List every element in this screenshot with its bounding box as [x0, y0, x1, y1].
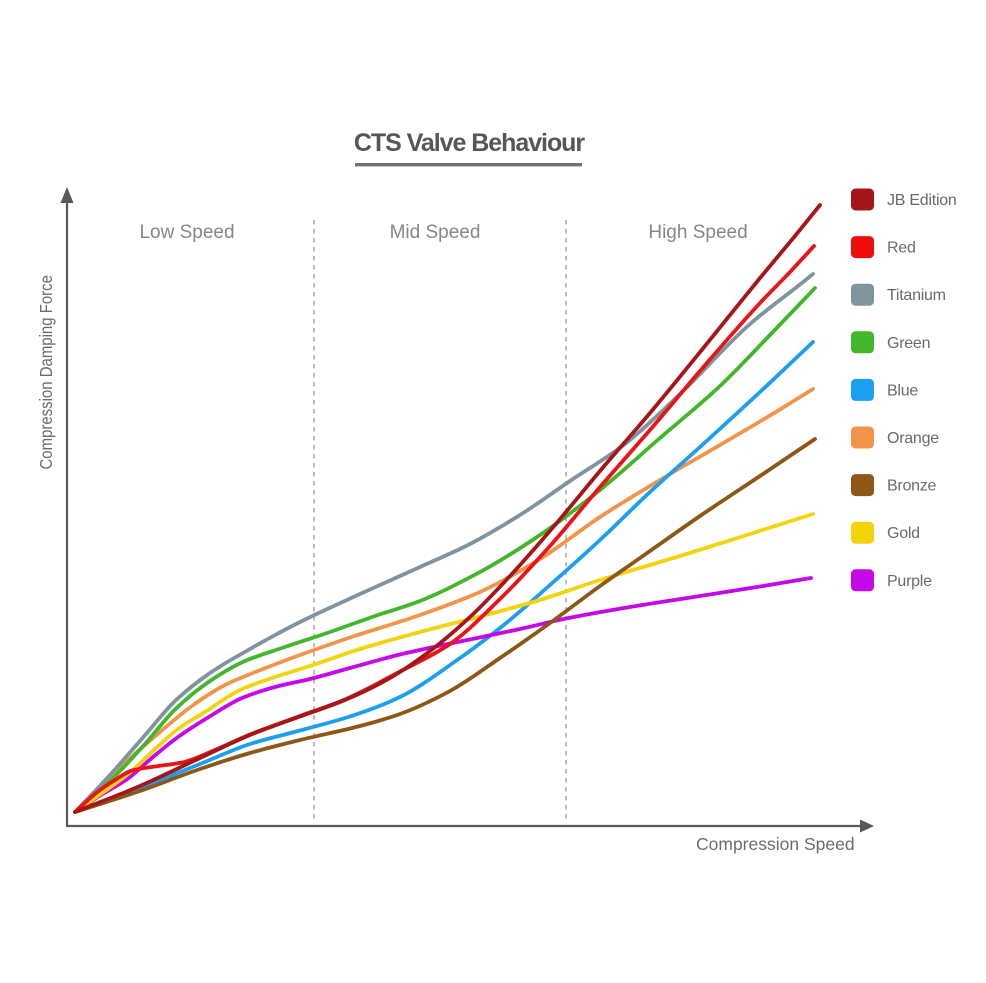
svg-text:Red: Red — [887, 240, 916, 257]
svg-text:Compression Damping Force: Compression Damping Force — [37, 275, 56, 469]
svg-text:Bronze: Bronze — [887, 478, 937, 495]
svg-text:Gold: Gold — [887, 525, 920, 542]
svg-text:Compression Speed: Compression Speed — [696, 834, 855, 854]
svg-text:CTS Valve Behaviour: CTS Valve Behaviour — [354, 129, 585, 157]
svg-text:Mid Speed: Mid Speed — [390, 222, 481, 243]
svg-text:Titanium: Titanium — [887, 287, 946, 304]
svg-text:Orange: Orange — [887, 430, 939, 447]
svg-text:Purple: Purple — [887, 573, 932, 590]
svg-text:JB Edition: JB Edition — [887, 192, 957, 209]
svg-text:Low Speed: Low Speed — [139, 222, 234, 243]
svg-text:High Speed: High Speed — [648, 222, 747, 243]
svg-text:Blue: Blue — [887, 382, 918, 399]
svg-text:Green: Green — [887, 335, 930, 352]
